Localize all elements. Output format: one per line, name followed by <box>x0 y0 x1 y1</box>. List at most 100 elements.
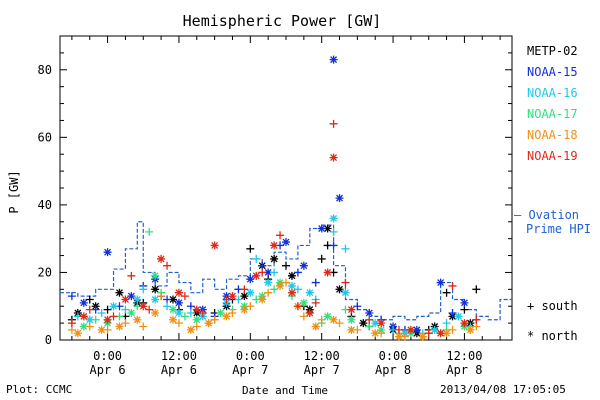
south-marker <box>472 285 481 294</box>
south-marker <box>163 295 172 304</box>
south-marker <box>311 278 320 287</box>
south-marker <box>276 231 285 240</box>
north-marker <box>347 325 356 334</box>
north-marker <box>79 322 88 331</box>
south-marker <box>67 292 76 301</box>
legend-ovation: Prime HPI <box>526 222 591 236</box>
north-marker <box>79 312 88 321</box>
south-marker <box>341 278 350 287</box>
south-marker <box>282 261 290 270</box>
legend-marker-north: * north <box>527 329 578 343</box>
south-marker <box>311 298 320 307</box>
north-marker <box>377 319 386 328</box>
north-marker <box>323 312 332 321</box>
north-marker <box>412 325 421 334</box>
y-tick-label: 0 <box>45 333 52 347</box>
south-marker <box>139 322 148 331</box>
south-marker <box>341 244 350 253</box>
south-marker <box>210 315 219 324</box>
north-marker <box>359 319 368 328</box>
south-marker <box>258 268 267 277</box>
south-marker <box>127 271 136 280</box>
north-marker <box>264 278 273 287</box>
north-marker <box>109 302 118 311</box>
north-marker <box>347 305 356 314</box>
north-marker <box>174 308 183 317</box>
north-marker <box>228 292 237 301</box>
south-marker <box>103 305 112 314</box>
south-marker <box>448 281 457 290</box>
north-marker <box>103 248 112 257</box>
south-marker <box>109 312 118 321</box>
north-marker <box>246 288 255 297</box>
south-marker <box>163 302 172 311</box>
south-marker <box>67 319 76 328</box>
south-marker <box>180 292 189 301</box>
legend: METP-02 NOAA-15 NOAA-16 NOAA-17 NOAA-18 NOAA-… <box>514 44 591 343</box>
north-marker <box>151 285 160 294</box>
north-marker <box>115 288 124 297</box>
legend-item: NOAA-15 <box>527 65 578 79</box>
north-marker <box>246 275 255 284</box>
north-marker <box>264 268 273 277</box>
y-axis-label: P [GW] <box>7 170 21 213</box>
plot-frame <box>59 35 513 341</box>
north-marker <box>430 325 439 334</box>
north-marker <box>252 271 261 280</box>
south-marker <box>270 268 279 277</box>
south-marker <box>174 319 183 328</box>
south-marker <box>329 119 338 128</box>
north-marker <box>347 315 356 324</box>
chart-title: Hemispheric Power [GW] <box>183 12 382 30</box>
south-marker <box>293 302 302 311</box>
north-marker <box>127 308 136 317</box>
south-marker <box>448 325 457 334</box>
south-marker <box>448 308 457 317</box>
south-marker <box>299 312 308 321</box>
north-marker <box>169 315 177 324</box>
legend-marker-south: + south <box>527 299 578 313</box>
north-marker <box>460 319 469 328</box>
south-marker <box>365 322 374 331</box>
x-tick-date-label: Apr 8 <box>375 363 411 377</box>
north-marker <box>329 55 338 64</box>
x-tick-time-label: 0:00 <box>236 349 265 363</box>
south-marker <box>186 302 195 311</box>
footer-timestamp: 2013/04/08 17:05:05 <box>440 383 566 396</box>
north-marker <box>169 305 177 314</box>
north-marker <box>317 224 326 233</box>
legend-item: NOAA-19 <box>527 149 578 163</box>
north-marker <box>418 332 427 341</box>
north-marker <box>174 298 183 307</box>
north-marker <box>287 288 296 297</box>
north-marker <box>79 298 88 307</box>
south-marker <box>97 308 106 317</box>
south-marker <box>85 305 94 314</box>
north-marker <box>222 312 231 321</box>
y-tick-label: 20 <box>38 265 52 279</box>
north-marker <box>151 271 160 280</box>
south-marker <box>270 285 279 294</box>
north-marker <box>329 315 338 324</box>
north-marker <box>311 322 320 331</box>
north-marker <box>335 194 344 203</box>
south-marker <box>240 285 249 294</box>
ovation-hpi-line <box>60 221 512 321</box>
north-marker <box>73 329 82 338</box>
footer-plot-source: Plot: CCMC <box>6 383 73 396</box>
north-marker <box>270 254 279 263</box>
north-marker <box>335 285 344 294</box>
north-marker <box>115 322 124 331</box>
legend-item: NOAA-17 <box>527 107 578 121</box>
series-noaa-19 <box>67 119 481 338</box>
south-marker <box>192 322 201 331</box>
south-marker <box>424 329 433 338</box>
north-marker <box>169 295 177 304</box>
y-tick-label: 60 <box>38 130 52 144</box>
south-marker <box>472 322 481 331</box>
south-marker <box>252 254 261 263</box>
south-marker <box>186 308 195 317</box>
north-marker <box>270 241 279 250</box>
south-marker <box>317 254 326 263</box>
